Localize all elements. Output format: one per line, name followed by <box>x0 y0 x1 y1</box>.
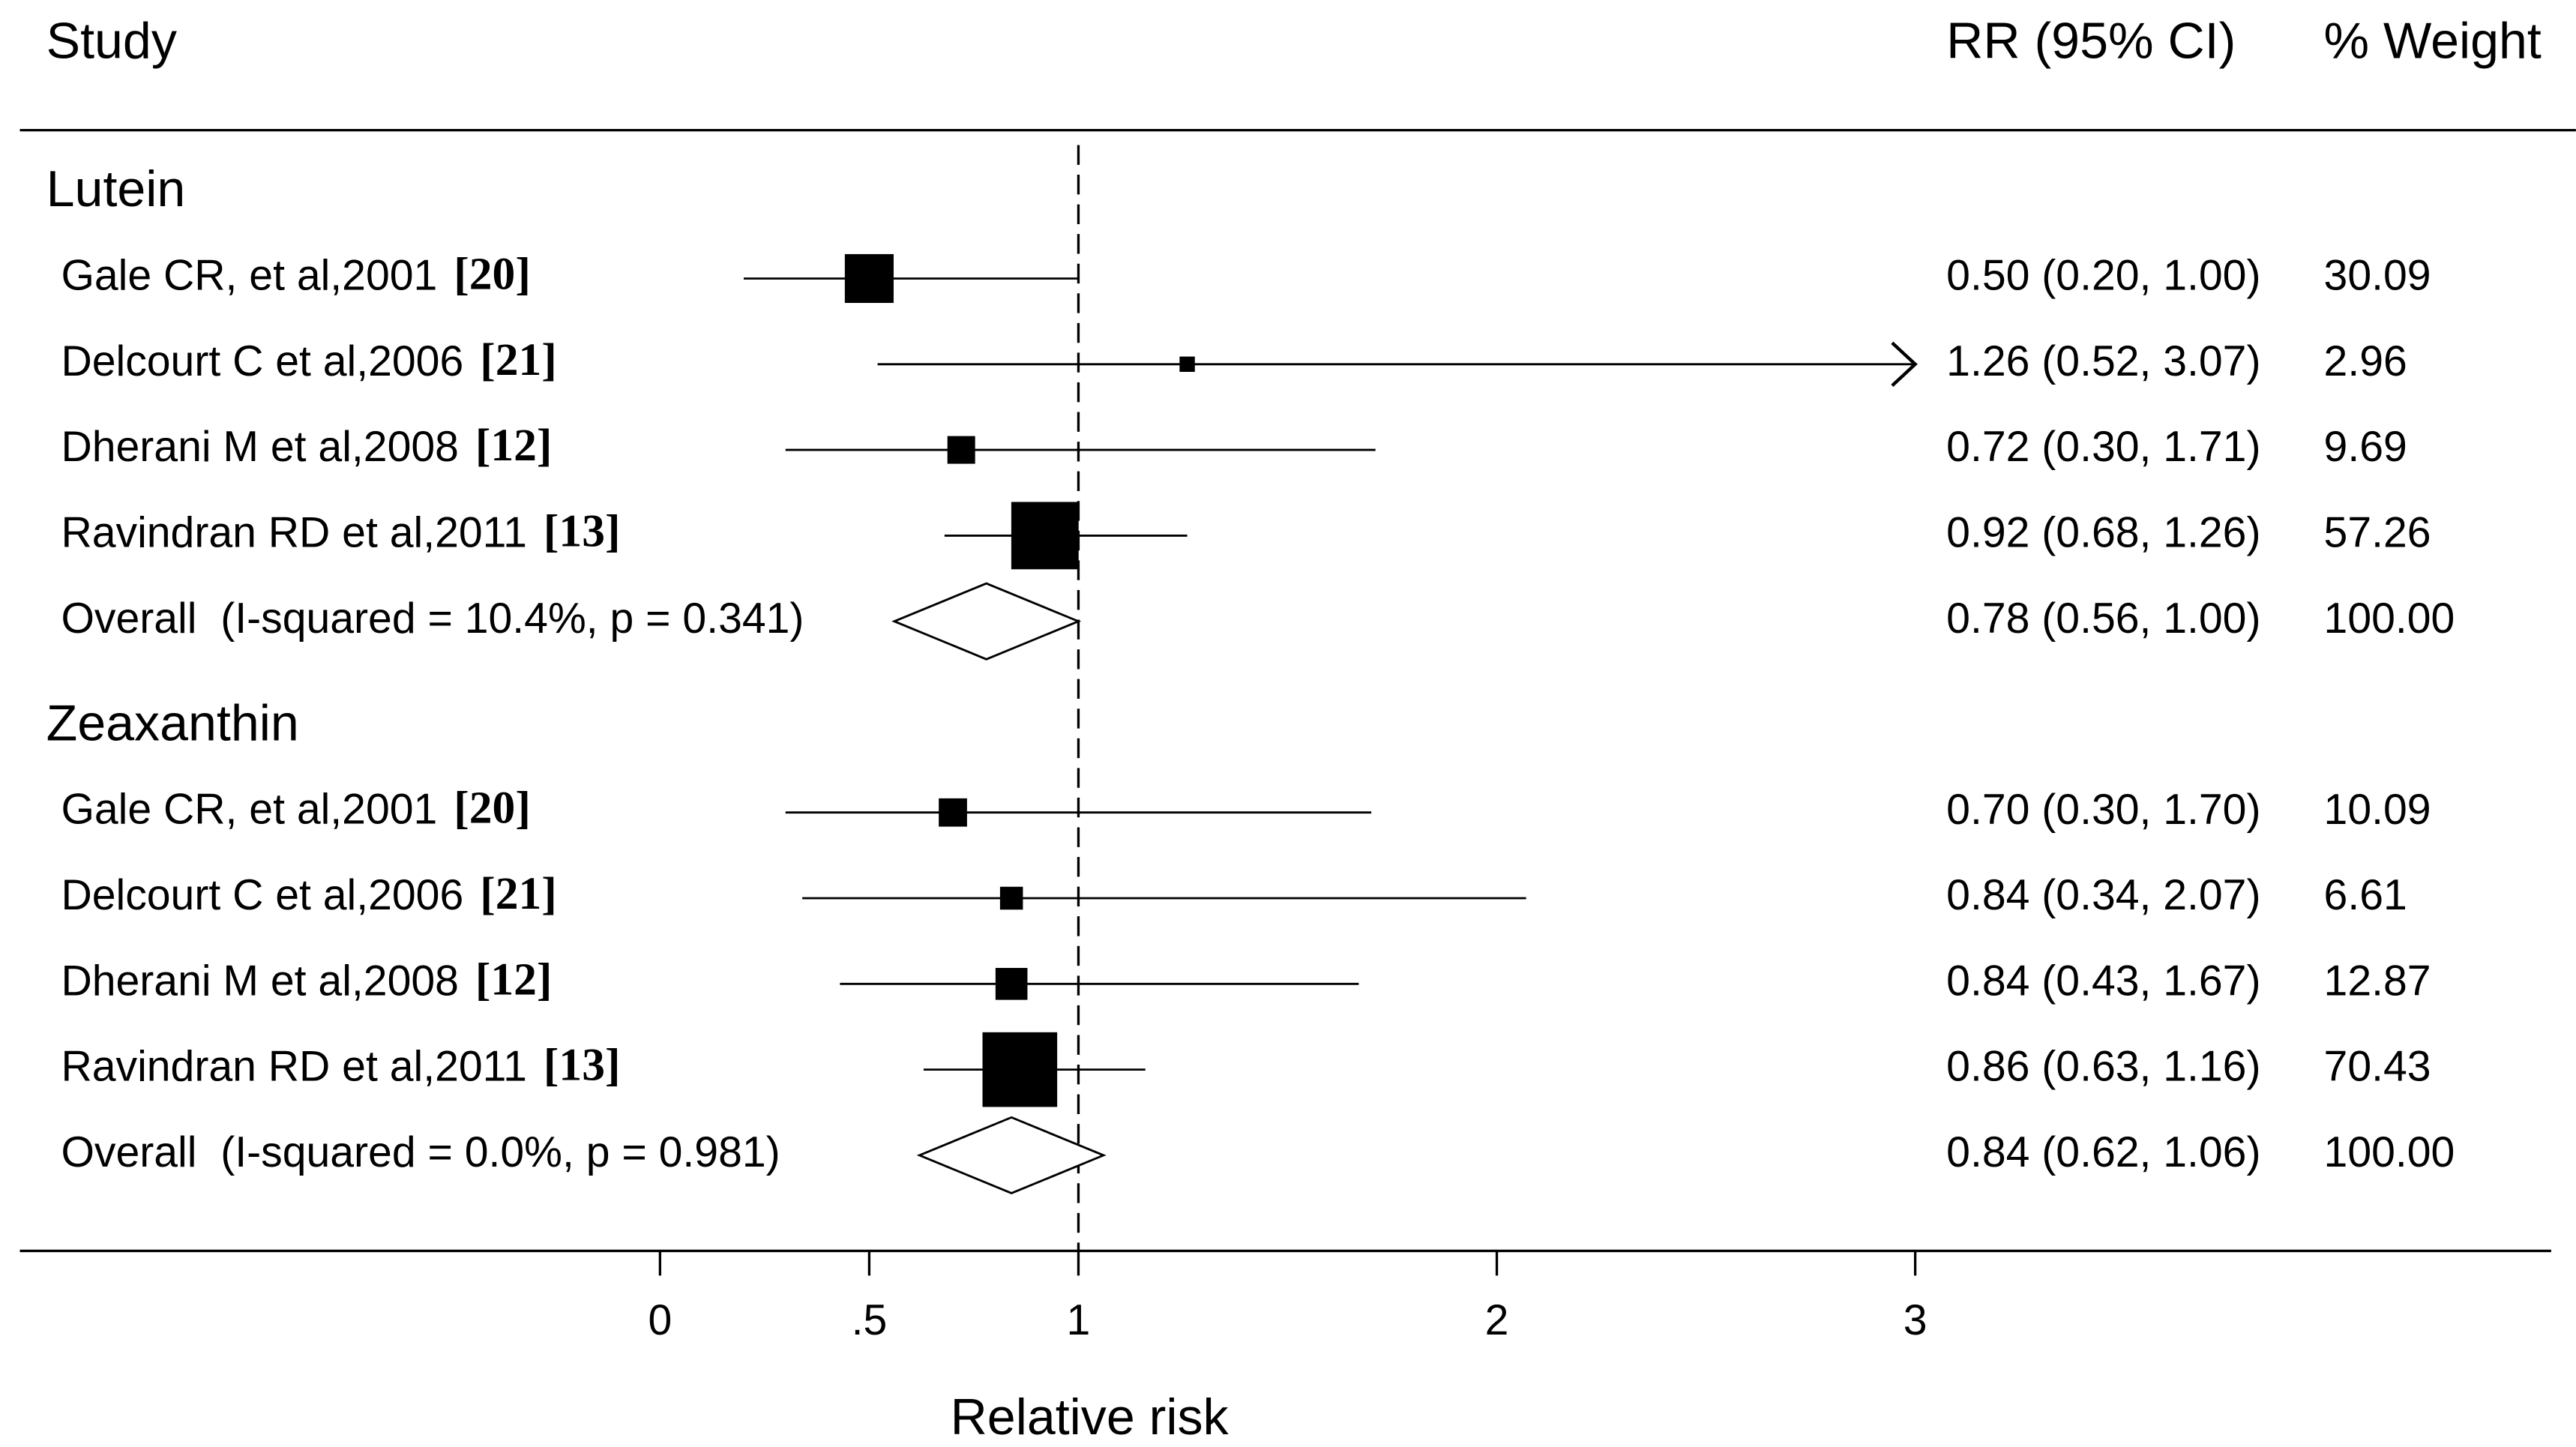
weight-label: 9.69 <box>2324 423 2407 471</box>
study-name: Gale CR, et al,2001 <box>61 786 437 834</box>
study-ref: [12] <box>475 420 553 471</box>
study-name: Delcourt C et al,2006 <box>61 871 463 919</box>
x-tick-label: .5 <box>852 1296 888 1344</box>
study-label: Gale CR, et al,2001 [20] <box>61 249 530 300</box>
x-tick-label: 1 <box>1067 1296 1091 1344</box>
study-ref: [20] <box>454 249 531 300</box>
weight-label: 70.43 <box>2324 1043 2431 1091</box>
group-label: Zeaxanthin <box>46 694 299 751</box>
estimate-label: 0.92 (0.68, 1.26) <box>1946 509 2260 557</box>
study-label: Delcourt C et al,2006 [21] <box>61 868 556 919</box>
estimate-label: 0.78 (0.56, 1.00) <box>1946 595 2260 643</box>
estimate-label: 0.70 (0.30, 1.70) <box>1946 786 2260 834</box>
study-name: Dherani M et al,2008 <box>61 957 458 1005</box>
study-box <box>982 1032 1058 1107</box>
study-name: Ravindran RD et al,2011 <box>61 509 527 557</box>
study-ref: [21] <box>480 334 557 385</box>
study-ref: [20] <box>454 783 531 834</box>
weight-header: % Weight <box>2324 12 2542 69</box>
study-box <box>844 253 894 304</box>
weight-label: 10.09 <box>2324 786 2431 834</box>
weight-label: 12.87 <box>2324 957 2431 1005</box>
x-tick-label: 3 <box>1904 1296 1928 1344</box>
study-name: Delcourt C et al,2006 <box>61 337 463 385</box>
group-label: Lutein <box>46 160 186 217</box>
weight-label: 100.00 <box>2324 595 2455 643</box>
estimate-label: 0.86 (0.63, 1.16) <box>1946 1043 2260 1091</box>
weight-label: 6.61 <box>2324 871 2407 919</box>
study-box <box>1179 356 1195 373</box>
study-label: Delcourt C et al,2006 [21] <box>61 334 556 385</box>
overall-label: Overall (I-squared = 10.4%, p = 0.341) <box>61 595 804 643</box>
weight-label: 100.00 <box>2324 1128 2455 1176</box>
weight-label: 30.09 <box>2324 252 2431 300</box>
overall-diamond <box>891 582 1082 661</box>
study-label: Gale CR, et al,2001 [20] <box>61 783 530 834</box>
x-tick-label: 0 <box>648 1296 672 1344</box>
estimate-label: 1.26 (0.52, 3.07) <box>1946 337 2260 385</box>
study-box <box>995 968 1028 1000</box>
x-axis-title: Relative risk <box>951 1389 1230 1446</box>
study-label: Dherani M et al,2008 [12] <box>61 954 552 1005</box>
estimate-label: 0.84 (0.34, 2.07) <box>1946 871 2260 919</box>
estimate-label: 0.50 (0.20, 1.00) <box>1946 252 2260 300</box>
study-label: Dherani M et al,2008 [12] <box>61 420 552 471</box>
weight-label: 57.26 <box>2324 509 2431 557</box>
overall-label: Overall (I-squared = 0.0%, p = 0.981) <box>61 1128 780 1176</box>
estimate-header: RR (95% CI) <box>1946 12 2236 69</box>
ci-arrow <box>1891 341 1918 387</box>
study-header: Study <box>46 12 177 69</box>
estimate-label: 0.84 (0.43, 1.67) <box>1946 957 2260 1005</box>
study-name: Ravindran RD et al,2011 <box>61 1043 527 1091</box>
study-label: Ravindran RD et al,2011 [13] <box>61 1040 620 1091</box>
study-box <box>939 798 967 827</box>
study-ref: [13] <box>544 1040 621 1091</box>
study-box <box>1011 502 1079 570</box>
overall-diamond <box>916 1116 1107 1195</box>
study-label: Ravindran RD et al,2011 [13] <box>61 506 620 557</box>
weight-label: 2.96 <box>2324 337 2407 385</box>
study-name: Gale CR, et al,2001 <box>61 252 437 300</box>
study-box <box>947 436 975 464</box>
estimate-label: 0.72 (0.30, 1.71) <box>1946 423 2260 471</box>
estimate-label: 0.84 (0.62, 1.06) <box>1946 1128 2260 1176</box>
study-ref: [13] <box>544 506 621 557</box>
study-name: Dherani M et al,2008 <box>61 423 458 471</box>
study-box <box>999 886 1023 910</box>
study-ref: [12] <box>475 954 553 1005</box>
study-ref: [21] <box>480 868 557 919</box>
x-tick-label: 2 <box>1485 1296 1509 1344</box>
